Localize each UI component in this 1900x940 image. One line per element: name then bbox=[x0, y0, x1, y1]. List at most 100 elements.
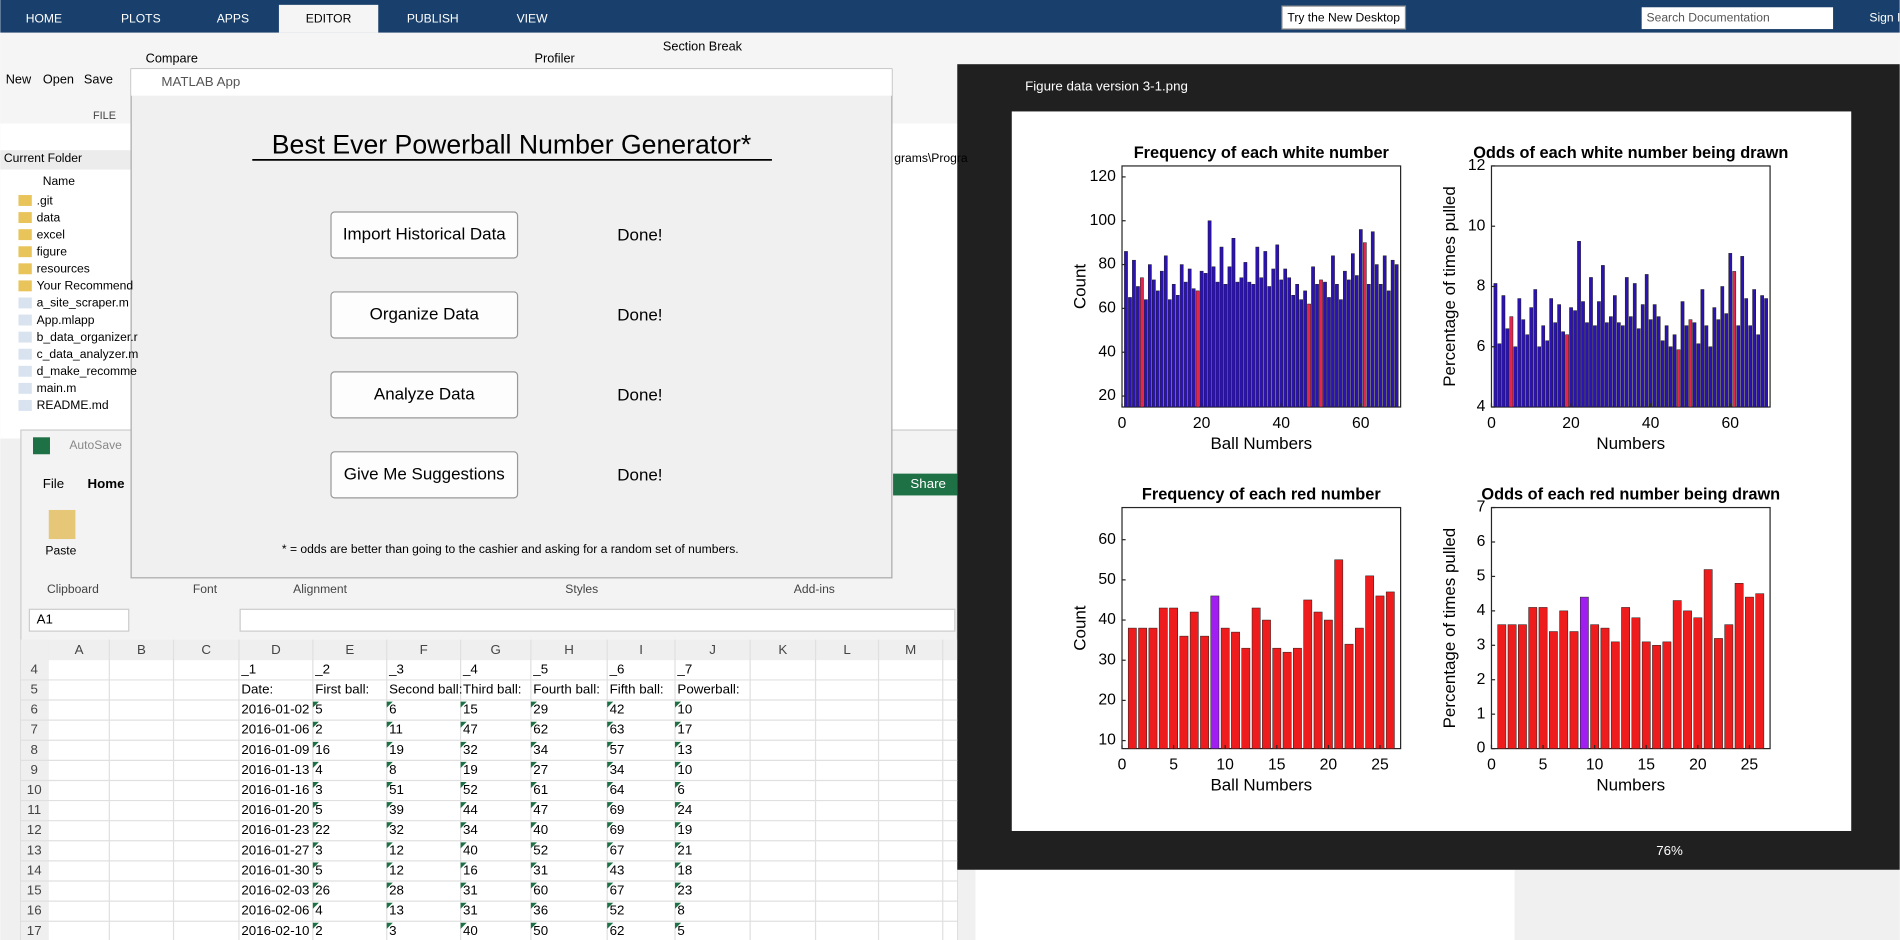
cell: 23 bbox=[677, 883, 692, 898]
toolstrip-button[interactable]: Compare bbox=[146, 51, 198, 66]
cell: 69 bbox=[610, 802, 625, 817]
bar bbox=[1175, 295, 1180, 408]
bar bbox=[1140, 277, 1144, 408]
bar bbox=[1299, 299, 1303, 408]
file-item[interactable]: c_data_analyzer.m bbox=[37, 347, 139, 361]
toolstrip-button[interactable]: Profiler bbox=[535, 51, 576, 66]
name-box[interactable] bbox=[28, 608, 130, 632]
bar bbox=[1616, 322, 1621, 408]
cell: _5 bbox=[532, 661, 548, 676]
cell: 60 bbox=[533, 883, 548, 898]
search-box[interactable] bbox=[1641, 7, 1834, 30]
file-item[interactable]: figure bbox=[37, 245, 68, 259]
try-button-label[interactable]: Try the New Desktop bbox=[1287, 10, 1400, 24]
bar bbox=[1525, 334, 1530, 408]
x-tick-label: 0 bbox=[1487, 415, 1496, 432]
cell: 62 bbox=[533, 722, 548, 737]
app-button-label[interactable]: Give Me Suggestions bbox=[344, 464, 505, 483]
cell: 11 bbox=[389, 722, 403, 737]
cell: 34 bbox=[463, 822, 478, 837]
cell-flag bbox=[312, 922, 319, 929]
bar bbox=[1319, 279, 1323, 408]
bar bbox=[1593, 325, 1597, 408]
app-button[interactable] bbox=[330, 371, 519, 419]
bar bbox=[1207, 220, 1212, 408]
toolstrip-button[interactable]: Section Break bbox=[663, 39, 743, 54]
column-letter: J bbox=[709, 642, 716, 657]
share-button[interactable] bbox=[893, 473, 958, 496]
bar bbox=[1239, 277, 1244, 408]
bar bbox=[1287, 277, 1292, 408]
chart-title: Odds of each red number being drawn bbox=[1481, 486, 1780, 504]
bar bbox=[1243, 262, 1248, 408]
file-item[interactable]: Your Recommend bbox=[37, 279, 133, 293]
cell: 40 bbox=[463, 923, 478, 938]
y-tick-label: 50 bbox=[1098, 571, 1116, 588]
bar bbox=[1315, 284, 1319, 408]
bar bbox=[1370, 231, 1375, 408]
file-item[interactable]: d_make_recomme bbox=[37, 364, 138, 378]
app-button-label[interactable]: Analyze Data bbox=[374, 384, 475, 403]
y-tick-label: 3 bbox=[1477, 636, 1486, 653]
share-label[interactable]: Share bbox=[910, 476, 946, 491]
matlab-tab[interactable]: PUBLISH bbox=[407, 12, 459, 26]
file-item[interactable]: .git bbox=[37, 193, 54, 207]
row-number: 9 bbox=[31, 762, 38, 777]
ribbon-tab[interactable]: File bbox=[43, 476, 64, 491]
matlab-tab[interactable]: HOME bbox=[26, 12, 62, 26]
bar bbox=[1632, 283, 1637, 408]
cell: 18 bbox=[677, 862, 692, 877]
bar bbox=[1708, 346, 1713, 408]
x-tick-label: 0 bbox=[1118, 415, 1127, 432]
sign-in[interactable]: Sign In bbox=[1869, 10, 1900, 24]
matlab-tab[interactable]: VIEW bbox=[517, 12, 549, 26]
cell-flag bbox=[607, 822, 614, 829]
toolstrip-button[interactable]: Open bbox=[43, 71, 74, 86]
matlab-tab[interactable]: PLOTS bbox=[121, 12, 161, 26]
file-item[interactable]: a_site_scraper.m bbox=[37, 296, 129, 310]
y-tick-label: 4 bbox=[1477, 602, 1486, 619]
bar bbox=[1609, 316, 1613, 408]
x-tick-label: 20 bbox=[1689, 757, 1707, 774]
bar bbox=[1752, 289, 1756, 408]
try-button[interactable] bbox=[1281, 5, 1407, 30]
x-tick-label: 20 bbox=[1193, 415, 1211, 432]
toolstrip-button[interactable]: New bbox=[6, 71, 32, 86]
app-button[interactable] bbox=[330, 211, 519, 259]
file-item[interactable]: b_data_organizer.r bbox=[37, 330, 138, 344]
app-title-bar bbox=[131, 69, 892, 96]
matlab-tab[interactable]: EDITOR bbox=[306, 12, 352, 26]
app-button[interactable] bbox=[330, 451, 519, 499]
bar bbox=[1680, 301, 1685, 408]
active-tab bbox=[278, 4, 379, 33]
bar bbox=[1764, 298, 1768, 408]
x-tick-label: 60 bbox=[1352, 415, 1370, 432]
x-tick-label: 25 bbox=[1741, 757, 1759, 774]
file-item[interactable]: excel bbox=[37, 227, 65, 241]
y-axis-label: Percentage of times pulled bbox=[1440, 186, 1459, 387]
matlab-tab[interactable]: APPS bbox=[217, 12, 249, 26]
paste-label[interactable]: Paste bbox=[45, 543, 76, 557]
file-item[interactable]: resources bbox=[37, 262, 90, 276]
bar bbox=[1656, 316, 1661, 408]
file-item[interactable]: App.mlapp bbox=[37, 313, 95, 327]
toolstrip-button[interactable]: Save bbox=[84, 71, 113, 86]
y-tick-label: 8 bbox=[1477, 278, 1486, 295]
cell: Third ball: bbox=[463, 681, 521, 696]
bar bbox=[1303, 290, 1307, 408]
y-tick-label: 6 bbox=[1477, 338, 1486, 355]
formula-bar[interactable] bbox=[239, 608, 956, 632]
ribbon-tab[interactable]: Home bbox=[88, 476, 125, 491]
file-item[interactable]: data bbox=[37, 210, 61, 224]
file-item[interactable]: README.md bbox=[37, 398, 109, 412]
x-axis-label: Ball Numbers bbox=[1210, 776, 1312, 795]
file-item[interactable]: main.m bbox=[37, 381, 77, 395]
app-button-label[interactable]: Import Historical Data bbox=[343, 224, 506, 243]
app-button[interactable] bbox=[330, 291, 519, 339]
file-icon bbox=[18, 297, 32, 309]
cell-flag bbox=[312, 802, 319, 809]
cell-flag bbox=[675, 882, 682, 889]
cell: 64 bbox=[610, 782, 625, 797]
app-button-label[interactable]: Organize Data bbox=[370, 304, 480, 323]
cell: 44 bbox=[463, 802, 478, 817]
